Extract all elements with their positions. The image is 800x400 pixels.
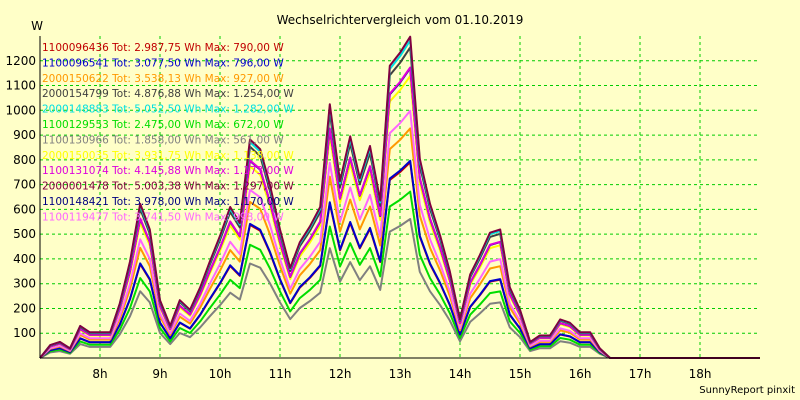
y-tick-label: 1200 [5,54,36,68]
x-tick-label: 11h [269,367,292,381]
y-axis-label: W [31,19,43,33]
y-tick-label: 800 [13,153,36,167]
legend-entry: 1100096541 Tot: 3.077,50 Wh Max: 796,00 … [42,57,284,69]
y-tick-label: 500 [13,227,36,241]
legend-entry: 1100130966 Tot: 1.858,00 Wh Max: 561,00 … [42,134,284,146]
legend-entry: 2000150035 Tot: 3.931,75 Wh Max: 1.138,0… [42,150,294,162]
legend-entry: 1100129553 Tot: 2.475,00 Wh Max: 672,00 … [42,119,284,131]
x-tick-label: 13h [389,367,412,381]
legend-entry: 2000148883 Tot: 5.052,50 Wh Max: 1.282,0… [42,104,294,116]
y-tick-label: 700 [13,178,36,192]
legend-entry: 1100096436 Tot: 2.987,75 Wh Max: 790,00 … [42,42,284,54]
y-tick-label: 100 [13,326,36,340]
legend-entry: 1100148421 Tot: 3.978,00 Wh Max: 1.170,0… [42,196,294,208]
legend-entry: 2000001478 Tot: 5.003,38 Wh Max: 1.297,0… [42,181,294,193]
legend-entry: 1100119477 Tot: 3.741,50 Wh Max: 998,00 … [42,211,284,223]
x-tick-label: 18h [689,367,712,381]
legend: 1100096436 Tot: 2.987,75 Wh Max: 790,00 … [42,42,294,223]
legend-entry: 1100131074 Tot: 4.145,88 Wh Max: 1.173,0… [42,165,294,177]
y-tick-label: 900 [13,128,36,142]
legend-entry: 2000150622 Tot: 3.538,13 Wh Max: 927,00 … [42,73,284,85]
x-tick-label: 16h [569,367,592,381]
y-tick-label: 200 [13,301,36,315]
y-tick-label: 1000 [5,103,36,117]
y-tick-label: 400 [13,252,36,266]
credit-text: SunnyReport pinxit [699,385,795,396]
x-tick-label: 17h [629,367,652,381]
legend-entry: 2000154799 Tot: 4.876,88 Wh Max: 1.254,0… [42,88,294,100]
chart-title: Wechselrichtervergleich vom 01.10.2019 [277,13,524,27]
x-tick-label: 10h [209,367,232,381]
x-tick-label: 12h [329,367,352,381]
x-tick-label: 8h [92,367,107,381]
x-tick-label: 14h [449,367,472,381]
axes: 100 200 300 400 500 600 700 800 900 1000 1100 1200 8… [5,36,760,381]
x-tick-label: 9h [152,367,167,381]
y-tick-label: 1100 [5,79,36,93]
grid [40,36,760,358]
y-tick-label: 300 [13,277,36,291]
y-tick-label: 600 [13,202,36,216]
x-tick-label: 15h [509,367,532,381]
